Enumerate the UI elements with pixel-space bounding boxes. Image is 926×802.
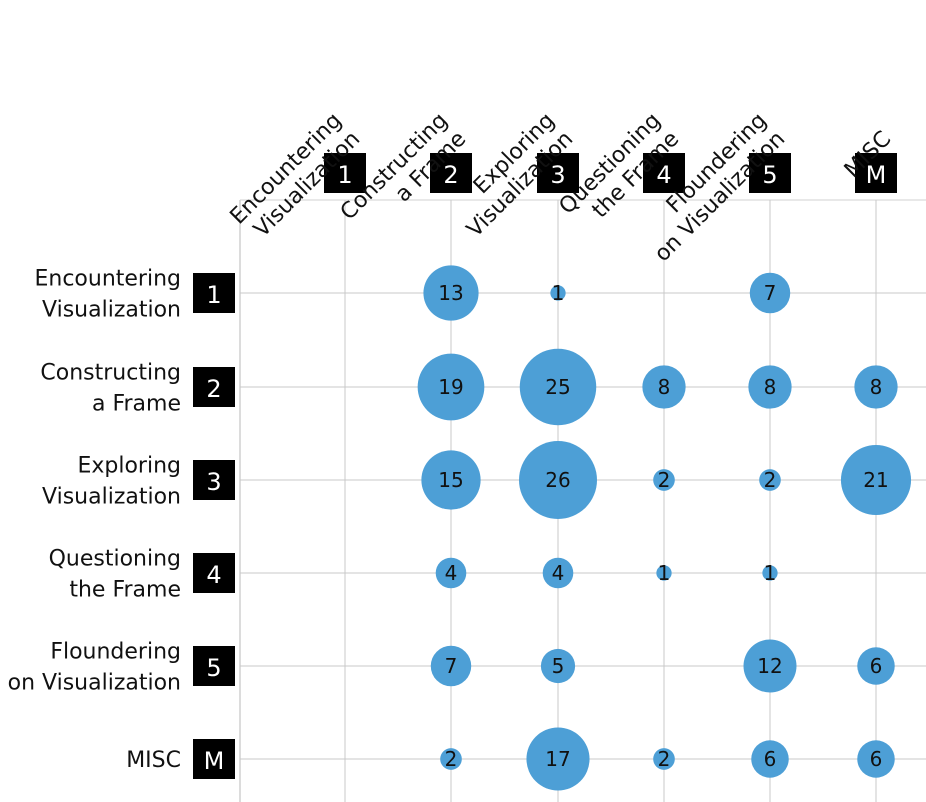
bubble-r2-c6 <box>854 365 898 409</box>
bubble-r3-c5 <box>759 469 781 491</box>
bubble-value-r6-c4: 2 <box>658 747 671 771</box>
column-code-5: 5 <box>762 161 777 189</box>
bubble-value-r4-c2: 4 <box>445 561 458 585</box>
row-label-5: on Visualization <box>8 671 181 696</box>
bubble-value-r5-c5: 12 <box>757 654 782 678</box>
bubble-value-r3-c6: 21 <box>863 468 888 492</box>
bubble-value-r3-c4: 2 <box>658 468 671 492</box>
column-badge-5 <box>749 153 791 193</box>
bubble-r5-c6 <box>857 647 895 685</box>
bubbles: 13 1 719 25 8 8 815 26 2 2 214 4 1 17 5 12 62 17 2 6 6 <box>417 265 912 791</box>
bubble-r4-c5 <box>762 565 778 581</box>
row-badge-5 <box>193 646 235 686</box>
row-label-5: Floundering <box>50 640 181 665</box>
column-badge-4 <box>643 153 685 193</box>
column-code-1: 1 <box>337 161 352 189</box>
bubble-r1-c3 <box>550 285 566 301</box>
bubble-value-r4-c4: 1 <box>658 561 671 585</box>
bubble-r1-c2 <box>423 265 479 321</box>
bubble-r4-c2 <box>435 557 467 589</box>
bubble-value-r3-c3: 26 <box>545 468 570 492</box>
row-label-6: MISC <box>126 748 181 773</box>
row-badge-1 <box>193 273 235 313</box>
bubble-value-r1-c2: 13 <box>438 281 463 305</box>
bubble-value-r2-c5: 8 <box>764 375 777 399</box>
row-label-4: Questioning <box>49 547 181 572</box>
row-headers: 1 Encountering Visualization 2 Constructing a… <box>8 267 235 779</box>
row-label-4: the Frame <box>69 578 181 603</box>
bubble-value-r6-c5: 6 <box>764 747 777 771</box>
bubble-value-r1-c3: 1 <box>552 281 565 305</box>
row-label-3: Visualization <box>42 485 181 510</box>
row-badge-2 <box>193 367 235 407</box>
row-badge-3 <box>193 460 235 500</box>
bubble-r1-c5 <box>749 272 791 314</box>
bubble-r6-c4 <box>653 748 675 770</box>
bubble-r6-c6 <box>857 740 895 778</box>
bubble-value-r5-c6: 6 <box>870 654 883 678</box>
bubble-r2-c5 <box>748 365 792 409</box>
bubble-r3-c2 <box>421 450 481 510</box>
bubble-value-r6-c2: 2 <box>445 747 458 771</box>
bubble-r4-c3 <box>542 557 574 589</box>
column-badge-6 <box>855 153 897 193</box>
row-code-6: M <box>204 747 225 775</box>
bubble-r2-c3 <box>519 348 597 426</box>
column-code-4: 4 <box>656 161 671 189</box>
column-badge-1 <box>324 153 366 193</box>
bubble-value-r3-c5: 2 <box>764 468 777 492</box>
column-badge-3 <box>537 153 579 193</box>
bubble-r5-c3 <box>540 648 576 684</box>
bubble-value-r1-c5: 7 <box>764 281 777 305</box>
row-label-2: Constructing <box>40 361 181 386</box>
bubble-value-r6-c6: 6 <box>870 747 883 771</box>
column-code-6: M <box>866 161 887 189</box>
bubble-r5-c5 <box>743 639 797 693</box>
bubble-r2-c4 <box>642 365 686 409</box>
bubble-value-r4-c5: 1 <box>764 561 777 585</box>
row-code-1: 1 <box>206 281 221 309</box>
bubble-r6-c2 <box>440 748 462 770</box>
bubble-r6-c5 <box>751 740 789 778</box>
bubble-r2-c2 <box>417 353 485 421</box>
bubble-value-r5-c3: 5 <box>552 654 565 678</box>
row-label-2: a Frame <box>92 392 181 417</box>
row-label-3: Exploring <box>77 454 181 479</box>
bubble-r6-c3 <box>526 727 590 791</box>
row-code-4: 4 <box>206 561 221 589</box>
bubble-r3-c6 <box>840 444 912 516</box>
bubble-value-r2-c2: 19 <box>438 375 463 399</box>
bubble-value-r2-c4: 8 <box>658 375 671 399</box>
row-label-1: Visualization <box>42 298 181 323</box>
row-code-5: 5 <box>206 654 221 682</box>
bubble-r4-c4 <box>656 565 672 581</box>
row-code-3: 3 <box>206 468 221 496</box>
row-badge-4 <box>193 553 235 593</box>
bubble-r3-c3 <box>519 441 597 519</box>
bubble-r3-c4 <box>653 469 675 491</box>
row-badge-6 <box>193 739 235 779</box>
column-badge-2 <box>430 153 472 193</box>
bubble-value-r5-c2: 7 <box>445 654 458 678</box>
bubble-value-r4-c3: 4 <box>552 561 565 585</box>
row-label-1: Encountering <box>34 267 181 292</box>
bubble-value-r6-c3: 17 <box>545 747 570 771</box>
column-code-2: 2 <box>443 161 458 189</box>
bubble-r5-c2 <box>430 645 472 687</box>
column-code-3: 3 <box>550 161 565 189</box>
bubble-value-r2-c6: 8 <box>870 375 883 399</box>
bubble-value-r2-c3: 25 <box>545 375 570 399</box>
row-code-2: 2 <box>206 375 221 403</box>
bubble-value-r3-c2: 15 <box>438 468 463 492</box>
